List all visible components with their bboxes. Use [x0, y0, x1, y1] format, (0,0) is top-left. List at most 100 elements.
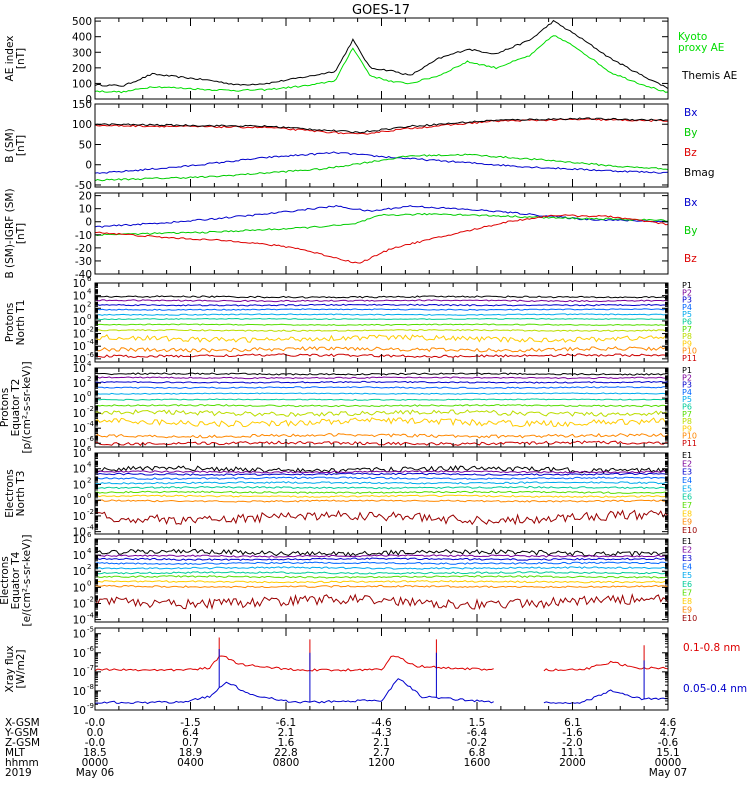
y-axis-label-line: B (SM)-IGRF (SM) — [4, 188, 16, 278]
legend-by: By — [684, 225, 697, 237]
footer-value: -2.0 — [562, 737, 583, 749]
y-tick-label: 10 — [73, 363, 86, 375]
y-tick-label: -40 — [75, 269, 92, 281]
y-tick-exponent: -5 — [87, 626, 94, 634]
legend: Bx By Bz — [684, 197, 697, 265]
legend-p1: P1 — [682, 281, 692, 290]
footer-value: 6.4 — [182, 727, 199, 739]
y-axis-label: Electrons Equator T4 [e/(cm²-s-sr-keV)] — [0, 535, 33, 627]
footer-row-label: X-GSM — [5, 717, 40, 729]
y-tick-exponent: 4 — [87, 288, 92, 296]
legend-e7: E7 — [682, 588, 692, 597]
y-tick-label: 100 — [72, 119, 92, 131]
legend-e1: E1 — [682, 451, 692, 460]
footer-value: 1200 — [368, 757, 395, 769]
series-pe-p7 — [95, 404, 668, 408]
series-en-e9 — [95, 499, 668, 503]
legend-p4: P4 — [682, 303, 692, 312]
series-pn-p7 — [95, 323, 668, 326]
series-ee-e7 — [95, 575, 668, 579]
y-tick-exponent: 0 — [87, 579, 91, 587]
footer-value: 0400 — [177, 757, 204, 769]
y-tick-label: 500 — [72, 16, 92, 28]
footer-value: -0.0 — [85, 717, 106, 729]
legend-kyoto: proxy AE — [678, 42, 724, 54]
y-tick-exponent: 0 — [87, 313, 91, 321]
series-en-e10 — [95, 509, 668, 526]
legend-p9: P9 — [682, 424, 692, 433]
y-axis-label-line: North T1 — [15, 300, 27, 346]
y-axis-label: Xray flux [W/m2] — [4, 646, 27, 693]
y-tick-exponent: -4 — [87, 612, 95, 620]
y-tick-label: 10 — [73, 511, 86, 523]
legend-p2: P2 — [682, 288, 692, 297]
y-tick-label: 10 — [79, 204, 92, 216]
y-tick-label: 10 — [73, 341, 86, 353]
footer-value: 0000 — [82, 757, 109, 769]
footer-value: 1600 — [464, 757, 491, 769]
y-tick-label: 300 — [72, 47, 92, 59]
legend-xray-short: 0.05-0.4 nm — [683, 683, 747, 695]
y-tick-exponent: -2 — [87, 326, 94, 334]
y-tick-label: 10 — [73, 423, 86, 435]
y-tick-label: -20 — [75, 243, 92, 255]
series-xr-0-1-0-8-nm — [95, 637, 668, 672]
series-bsm-bx — [95, 151, 668, 174]
legend-xray-long: 0.1-0.8 nm — [683, 642, 740, 654]
y-ticks: 150 100 50 0 -50 — [72, 99, 669, 192]
y-tick-exponent: -2 — [87, 405, 94, 413]
y-tick-label: 150 — [72, 99, 92, 111]
legend-e4: E4 — [682, 563, 692, 572]
legend-p10: P10 — [682, 347, 697, 356]
legend-e2: E2 — [682, 459, 692, 468]
y-tick-exponent: 2 — [87, 375, 91, 383]
footer-value: -4.6 — [371, 717, 392, 729]
y-tick-exponent: 2 — [87, 563, 91, 571]
footer-value: 1.5 — [469, 717, 486, 729]
legend-p8: P8 — [682, 332, 692, 341]
y-tick-exponent: 4 — [87, 547, 92, 555]
footer-year: 2019 — [5, 767, 32, 779]
legend-e8: E8 — [682, 597, 692, 606]
y-axis-label-line: Xray flux — [4, 646, 16, 693]
y-tick-label: 100 — [72, 78, 92, 90]
series-bsm-bmag — [95, 117, 668, 134]
series-pn-p8 — [95, 328, 668, 332]
footer-value: -6.4 — [467, 727, 488, 739]
series-xr-0-05-0-4-nm — [95, 649, 668, 705]
y-tick-label: 10 — [73, 438, 86, 450]
footer-value: 2000 — [559, 757, 586, 769]
legend-themis: Themis AE — [681, 70, 737, 82]
y-tick-label: 10 — [73, 615, 86, 627]
y-tick-exponent: -4 — [87, 524, 95, 532]
legend-bx: Bx — [684, 197, 697, 209]
y-tick-exponent: 6 — [87, 275, 92, 283]
footer-value: -0.6 — [658, 737, 679, 749]
series-pn-p9 — [95, 334, 668, 343]
series-group — [95, 465, 668, 526]
series-ee-e8 — [95, 580, 668, 584]
y-tick-label: -30 — [75, 256, 92, 268]
series-pe-p4 — [95, 386, 668, 390]
footer-value: 4.7 — [660, 727, 677, 739]
footer-value: 18.9 — [179, 747, 202, 759]
y-tick-label: 10 — [73, 316, 86, 328]
series-pe-p10 — [95, 432, 668, 439]
legend-e5: E5 — [682, 571, 692, 580]
footer-date-end: May 07 — [649, 767, 687, 779]
y-axis-label-line: Equator T4 — [10, 551, 22, 609]
footer-value: -4.3 — [371, 727, 392, 739]
legend-p11: P11 — [682, 439, 697, 448]
y-axis-label: Protons North T1 — [4, 300, 27, 346]
series-en-e6 — [95, 485, 668, 490]
legend-e9: E9 — [682, 518, 692, 527]
